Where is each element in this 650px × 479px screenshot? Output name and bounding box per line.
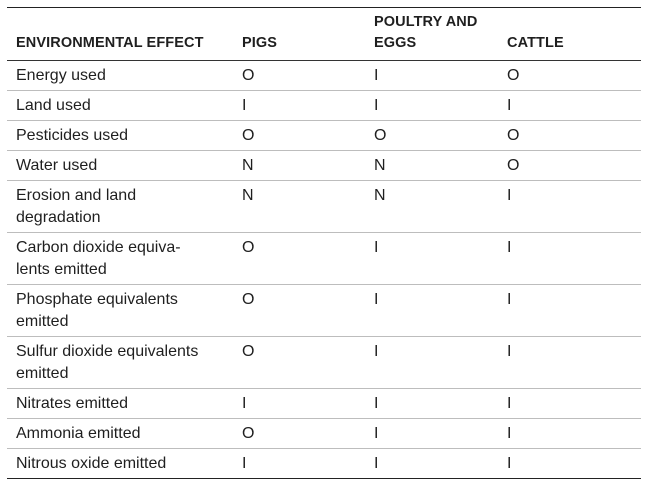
pigs-cell: N <box>242 180 374 233</box>
poultry-cell: I <box>374 418 507 449</box>
table-row: Carbon dioxide equiva-lents emitted O I … <box>7 232 641 285</box>
header-poultry-line-1: POULTRY AND <box>374 14 478 30</box>
poultry-cell: I <box>374 336 507 389</box>
environmental-effects-table: ENVIRONMENTAL EFFECT PIGS POULTRY AND EGG… <box>7 8 641 478</box>
cattle-cell: I <box>507 418 641 449</box>
pigs-cell: N <box>242 150 374 181</box>
effect-line-1: Phosphate equivalents <box>16 290 178 308</box>
effect-cell: Sulfur dioxide equivalents emitted <box>7 336 242 389</box>
effect-cell: Water used <box>7 150 242 181</box>
table-row: Ammonia emitted O I I <box>7 418 641 449</box>
effect-line-2: degradation <box>16 208 101 226</box>
effect-line-2: lents emitted <box>16 260 107 278</box>
effect-cell: Land used <box>7 90 242 121</box>
cattle-cell: I <box>507 180 641 233</box>
table-row: Erosion and land degradation N N I <box>7 180 641 233</box>
effect-cell: Phosphate equivalents emitted <box>7 284 242 337</box>
poultry-cell: I <box>374 60 507 91</box>
effect-line-2: emitted <box>16 312 69 330</box>
effect-line-2: emitted <box>16 364 69 382</box>
cattle-cell: O <box>507 150 641 181</box>
effect-cell: Energy used <box>7 60 242 91</box>
header-pigs: PIGS <box>242 35 278 51</box>
effect-cell: Nitrates emitted <box>7 388 242 419</box>
effect-line-1: Carbon dioxide equiva- <box>16 238 181 256</box>
header-row: ENVIRONMENTAL EFFECT PIGS POULTRY AND EGG… <box>7 8 641 61</box>
cattle-cell: I <box>507 454 512 472</box>
pigs-cell: I <box>242 90 374 121</box>
table-row: Land used I I I <box>7 90 641 121</box>
poultry-cell: N <box>374 180 507 233</box>
effect-line-1: Sulfur dioxide equivalents <box>16 342 199 360</box>
table-row: Water used N N O <box>7 150 641 181</box>
cattle-cell: I <box>507 232 641 285</box>
poultry-cell: I <box>374 454 379 472</box>
effect-line-1: Erosion and land <box>16 186 137 204</box>
pigs-cell: O <box>242 232 374 285</box>
poultry-cell: N <box>374 150 507 181</box>
poultry-cell: O <box>374 120 507 151</box>
cattle-cell: O <box>507 120 641 151</box>
effect-cell: Ammonia emitted <box>7 418 242 449</box>
header-poultry-and-eggs: POULTRY AND EGGS <box>374 8 507 61</box>
table-row: Nitrous oxide emitted I I I <box>7 449 641 479</box>
effect-cell: Nitrous oxide emitted <box>16 454 167 472</box>
cattle-cell: I <box>507 284 641 337</box>
header-environmental-effect: ENVIRONMENTAL EFFECT <box>16 35 204 51</box>
pigs-cell: I <box>242 454 247 472</box>
pigs-cell: O <box>242 418 374 449</box>
environmental-effects-table-container: ENVIRONMENTAL EFFECT PIGS POULTRY AND EGG… <box>7 7 641 479</box>
table-row: Energy used O I O <box>7 60 641 91</box>
table-header: ENVIRONMENTAL EFFECT PIGS POULTRY AND EGG… <box>7 8 641 61</box>
table-body: Energy used O I O Land used I I I Pestic… <box>7 60 641 479</box>
table-row: Phosphate equivalents emitted O I I <box>7 284 641 337</box>
table-row: Sulfur dioxide equivalents emitted O I I <box>7 336 641 389</box>
poultry-cell: I <box>374 232 507 285</box>
cattle-cell: I <box>507 336 641 389</box>
pigs-cell: I <box>242 388 374 419</box>
poultry-cell: I <box>374 90 507 121</box>
cattle-cell: O <box>507 60 641 91</box>
pigs-cell: O <box>242 120 374 151</box>
cattle-cell: I <box>507 90 641 121</box>
effect-cell: Pesticides used <box>7 120 242 151</box>
effect-cell: Erosion and land degradation <box>7 180 242 233</box>
header-cattle: CATTLE <box>507 35 564 51</box>
table-row: Pesticides used O O O <box>7 120 641 151</box>
poultry-cell: I <box>374 388 507 419</box>
pigs-cell: O <box>242 284 374 337</box>
effect-cell: Carbon dioxide equiva-lents emitted <box>7 232 242 285</box>
poultry-cell: I <box>374 284 507 337</box>
header-poultry-line-2: EGGS <box>374 35 417 51</box>
pigs-cell: O <box>242 336 374 389</box>
table-row: Nitrates emitted I I I <box>7 388 641 419</box>
cattle-cell: I <box>507 388 641 419</box>
pigs-cell: O <box>242 60 374 91</box>
